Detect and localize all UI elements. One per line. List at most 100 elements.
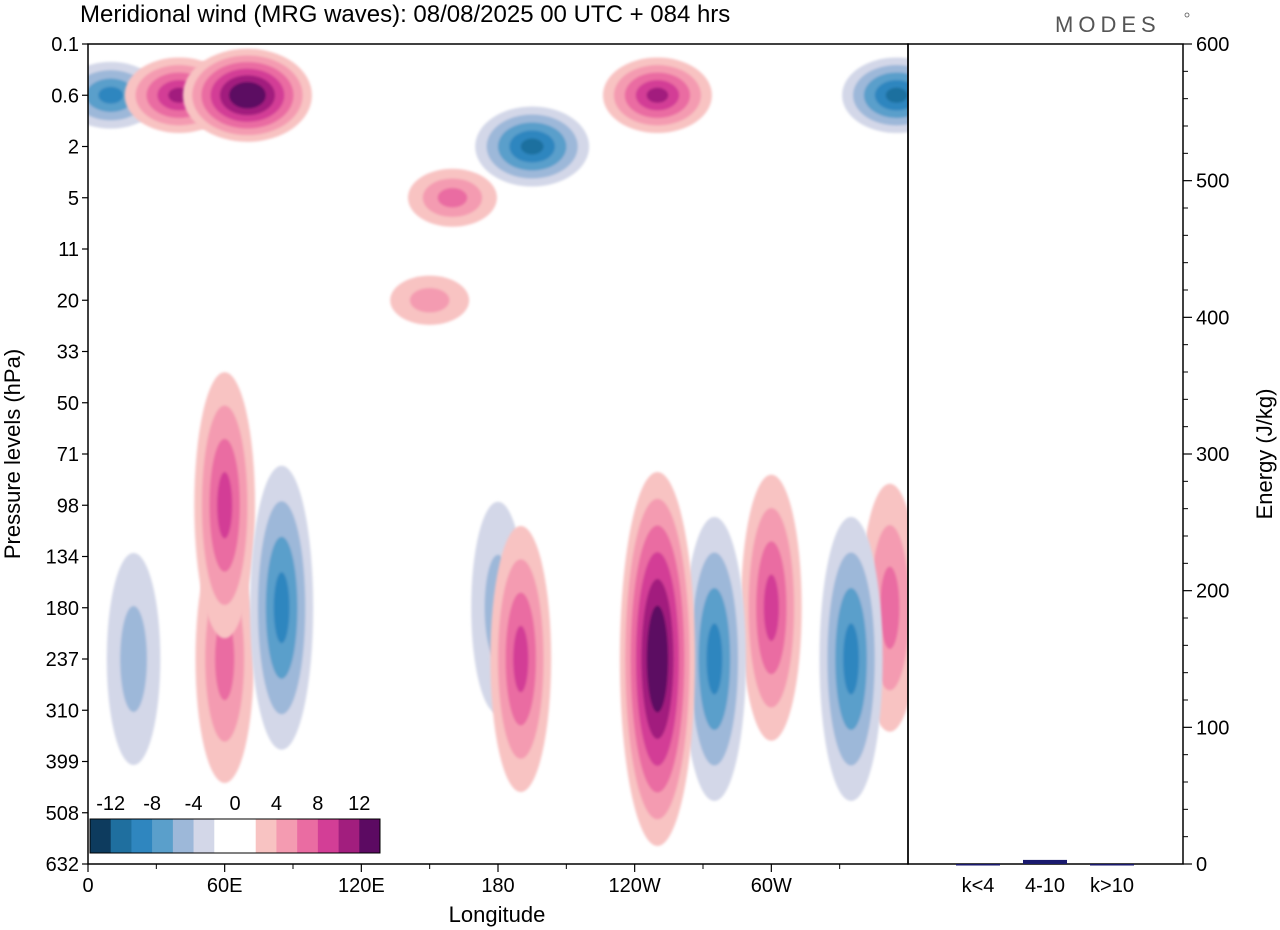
colorbar-tick-label: -8 <box>143 793 161 815</box>
negative-band <box>273 572 290 644</box>
contour-feature <box>619 472 696 846</box>
x-tick-label: 180 <box>481 875 514 897</box>
positive-band <box>763 574 779 642</box>
energy-tick-label: 200 <box>1196 581 1229 603</box>
pressure-axis: 0.1 0.6 2 5 11 20 33 50 71 98 134 180 237 310 399 508 63… <box>46 34 88 876</box>
y-tick-label: 50 <box>57 393 79 415</box>
contour-feature <box>682 517 746 801</box>
y-tick-label: 632 <box>46 854 79 876</box>
energy-bar <box>956 864 1000 866</box>
y-tick-label: 33 <box>57 342 79 364</box>
y-tick-label: 98 <box>57 495 79 517</box>
y-tick-label: 310 <box>46 700 79 722</box>
longitude-axis: 0 60E 120E 180 120W 60W <box>82 864 841 897</box>
x-tick-label: 60E <box>207 875 243 897</box>
colorbar-tick-label: 8 <box>312 793 323 815</box>
energy-tick-label: 400 <box>1196 307 1229 329</box>
colorbar-swatch <box>110 819 132 853</box>
y-tick-label: 237 <box>46 649 79 671</box>
y-tick-label: 2 <box>68 137 79 159</box>
contour-feature <box>490 526 552 792</box>
y-tick-label: 71 <box>57 444 79 466</box>
x-tick-label: 120E <box>338 875 385 897</box>
positive-band <box>646 87 669 103</box>
y-tick-label: 399 <box>46 752 79 774</box>
colorbar-swatch <box>235 819 257 853</box>
positive-band <box>880 566 900 650</box>
colorbar-tick-label: 4 <box>271 793 282 815</box>
contour-feature <box>407 168 497 227</box>
colorbar-tick-label: 0 <box>229 793 240 815</box>
colorbar-swatch <box>276 819 298 853</box>
colorbar-swatch <box>297 819 319 853</box>
energy-bar <box>1023 859 1067 864</box>
contour-feature <box>475 106 590 187</box>
colorbar-swatch <box>214 819 236 853</box>
energy-tick-label: 600 <box>1196 34 1229 56</box>
y-tick-label: 134 <box>46 547 79 569</box>
energy-tick-label: 300 <box>1196 444 1229 466</box>
y-tick-label: 508 <box>46 803 79 825</box>
colorbar-swatch <box>90 819 112 853</box>
colorbar-swatch <box>131 819 153 853</box>
negative-band <box>885 87 908 103</box>
y-tick-label: 5 <box>68 188 79 210</box>
x-tick-label: 120W <box>609 875 661 897</box>
y-tick-label: 11 <box>58 239 79 261</box>
contour-feature <box>182 48 312 142</box>
negative-band <box>520 138 544 155</box>
energy-panel: 0 100 200 300 400 500 600 k<4 4-10 k>10 <box>956 34 1229 897</box>
contour-feature <box>819 517 883 801</box>
positive-band <box>238 88 257 102</box>
energy-tick-label: 500 <box>1196 171 1229 193</box>
colorbar: -12 -8 -4 0 4 8 12 <box>89 793 381 854</box>
contour-feature <box>106 553 161 765</box>
energy-category-label: k<4 <box>962 875 995 897</box>
colorbar-swatch <box>338 819 360 853</box>
contour-feature <box>390 275 470 325</box>
x-tick-label: 60W <box>751 875 792 897</box>
colorbar-swatch <box>193 819 215 853</box>
contour-feature <box>194 372 256 639</box>
positive-band <box>214 617 235 701</box>
colorbar-swatch <box>152 819 174 853</box>
negative-band <box>843 623 859 695</box>
negative-band <box>706 623 723 695</box>
y-tick-label: 0.1 <box>51 34 79 56</box>
y-tick-label: 0.6 <box>51 85 79 107</box>
modes-logo: MODES <box>1055 12 1161 37</box>
positive-band <box>652 632 663 686</box>
x-tick-label: 0 <box>82 875 93 897</box>
contour-feature <box>740 474 802 741</box>
positive-band <box>217 471 233 539</box>
colorbar-swatch <box>172 819 194 853</box>
energy-axis-label: Energy (J/kg) <box>1252 389 1277 520</box>
contour-fields <box>88 48 908 846</box>
negative-band <box>120 606 147 712</box>
colorbar-frame <box>89 818 381 854</box>
colorbar-tick-label: -12 <box>96 793 125 815</box>
logo-registered-mark <box>1184 12 1190 18</box>
y-axis-label: Pressure levels (hPa) <box>0 349 25 559</box>
contour-feature <box>842 57 908 134</box>
colorbar-swatch <box>255 819 277 853</box>
colorbar-swatch <box>317 819 339 853</box>
negative-band <box>98 86 124 104</box>
positive-band <box>437 188 468 208</box>
energy-tick-label: 100 <box>1196 717 1229 739</box>
contour-feature <box>602 57 712 134</box>
positive-band <box>409 287 450 313</box>
energy-category-label: k>10 <box>1090 875 1134 897</box>
x-axis-label: Longitude <box>449 902 546 927</box>
colorbar-tick-label: -4 <box>185 793 203 815</box>
colorbar-swatch <box>359 819 381 853</box>
chart-title: Meridional wind (MRG waves): 08/08/2025 … <box>80 1 730 28</box>
colorbar-tick-label: 12 <box>348 793 370 815</box>
energy-bar <box>1090 864 1134 866</box>
y-tick-label: 20 <box>57 290 79 312</box>
contour-feature <box>250 465 314 750</box>
y-tick-label: 180 <box>46 598 79 620</box>
energy-tick-label: 0 <box>1196 854 1207 876</box>
heatmap-panel <box>88 44 908 864</box>
